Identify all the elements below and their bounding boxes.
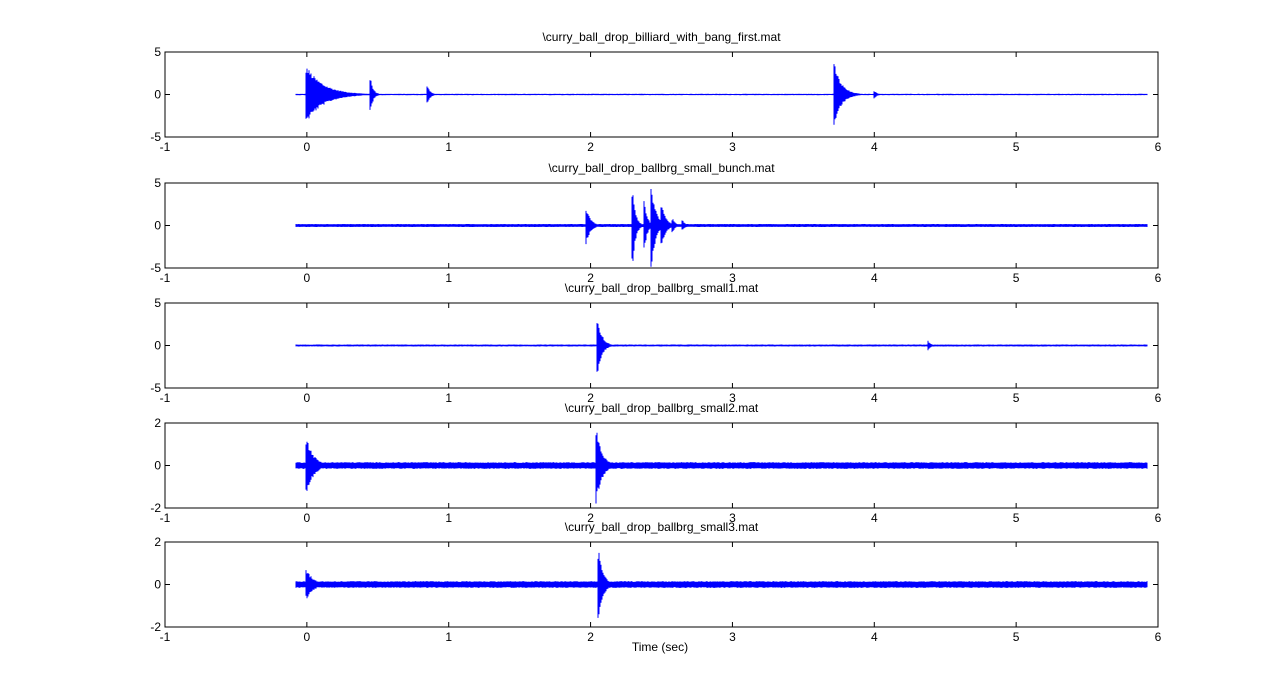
subplot-3: -1 0 1 2 3 4 5 6 5 0 -5 \curry_ball_drop_ballbrg_sm… [150, 281, 1161, 405]
x-tick-label: 3 [729, 630, 736, 644]
x-tick-label: -1 [160, 630, 171, 644]
x-tick-label: 1 [445, 630, 452, 644]
y-tick-label: 5 [154, 176, 161, 190]
x-tick-label: -1 [160, 271, 171, 285]
x-tick-label: 0 [304, 391, 311, 405]
x-tick-label: 5 [1013, 271, 1020, 285]
y-tick-label: 0 [154, 219, 161, 233]
y-tick-label: -2 [150, 501, 161, 515]
x-tick-label: 4 [871, 271, 878, 285]
x-tick-label: 2 [587, 391, 594, 405]
x-tick-label: 1 [445, 391, 452, 405]
y-tick-label: -2 [150, 620, 161, 634]
signal-trace [295, 323, 1148, 372]
signal-trace [295, 189, 1148, 267]
x-tick-label: 1 [445, 511, 452, 525]
x-tick-label: 2 [587, 511, 594, 525]
y-tick-label: 0 [154, 88, 161, 102]
y-tick-label: 0 [154, 339, 161, 353]
x-tick-label: 4 [871, 511, 878, 525]
subplot-title: \curry_ball_drop_ballbrg_small3.mat [565, 520, 759, 534]
signal-trace [295, 552, 1148, 618]
x-tick-label: 4 [871, 391, 878, 405]
signal-trace [295, 64, 1148, 125]
subplot-2: -1 0 1 2 3 4 5 6 5 0 -5 \curry_ball_drop_ballbrg_sm… [150, 161, 1161, 285]
subplot-stack: -1 0 1 2 3 4 5 6 5 0 -5 \curry_ball_drop_billiard_w… [150, 30, 1161, 644]
x-tick-label: 3 [729, 511, 736, 525]
x-tick-label: 6 [1155, 271, 1162, 285]
x-tick-label: 6 [1155, 391, 1162, 405]
x-tick-label: 1 [445, 140, 452, 154]
x-tick-label: 5 [1013, 140, 1020, 154]
x-tick-label: -1 [160, 511, 171, 525]
x-tick-label: 3 [729, 391, 736, 405]
x-tick-label: 3 [729, 271, 736, 285]
x-tick-label: 6 [1155, 140, 1162, 154]
x-tick-label: 1 [445, 271, 452, 285]
x-tick-label: 4 [871, 140, 878, 154]
x-tick-label: -1 [160, 391, 171, 405]
subplot-4: -1 0 1 2 3 4 5 6 2 0 -2 \curry_ball_drop_ballbrg_sm… [150, 401, 1161, 525]
x-tick-label: 5 [1013, 391, 1020, 405]
x-tick-label: 6 [1155, 511, 1162, 525]
x-tick-label: 2 [587, 630, 594, 644]
x-tick-label: 0 [304, 630, 311, 644]
y-tick-label: 2 [154, 535, 161, 549]
subplot-title: \curry_ball_drop_ballbrg_small2.mat [565, 401, 759, 415]
y-tick-label: 2 [154, 416, 161, 430]
x-tick-label: 2 [587, 271, 594, 285]
y-tick-label: -5 [150, 261, 161, 275]
y-tick-label: 5 [154, 296, 161, 310]
x-tick-label: 0 [304, 271, 311, 285]
x-tick-label: 5 [1013, 630, 1020, 644]
x-tick-label: 3 [729, 140, 736, 154]
x-tick-label: 0 [304, 140, 311, 154]
x-tick-label: 2 [587, 140, 594, 154]
y-tick-label: 0 [154, 459, 161, 473]
subplot-5: -1 0 1 2 3 4 5 6 2 0 -2 \curry_ball_drop_ballbrg_sm… [150, 520, 1161, 644]
y-tick-label: -5 [150, 381, 161, 395]
x-tick-label: 0 [304, 511, 311, 525]
x-tick-label: 6 [1155, 630, 1162, 644]
subplot-title: \curry_ball_drop_billiard_with_bang_firs… [542, 30, 781, 44]
x-tick-label: 4 [871, 630, 878, 644]
y-tick-label: 0 [154, 578, 161, 592]
x-tick-label: -1 [160, 140, 171, 154]
y-tick-label: -5 [150, 130, 161, 144]
x-axis-label: Time (sec) [632, 640, 688, 654]
x-tick-label: 5 [1013, 511, 1020, 525]
subplot-title: \curry_ball_drop_ballbrg_small_bunch.mat [548, 161, 775, 175]
signal-trace [295, 432, 1148, 504]
y-tick-label: 5 [154, 45, 161, 59]
subplot-title: \curry_ball_drop_ballbrg_small1.mat [565, 281, 759, 295]
subplot-1: -1 0 1 2 3 4 5 6 5 0 -5 \curry_ball_drop_billiard_w… [150, 30, 1161, 154]
